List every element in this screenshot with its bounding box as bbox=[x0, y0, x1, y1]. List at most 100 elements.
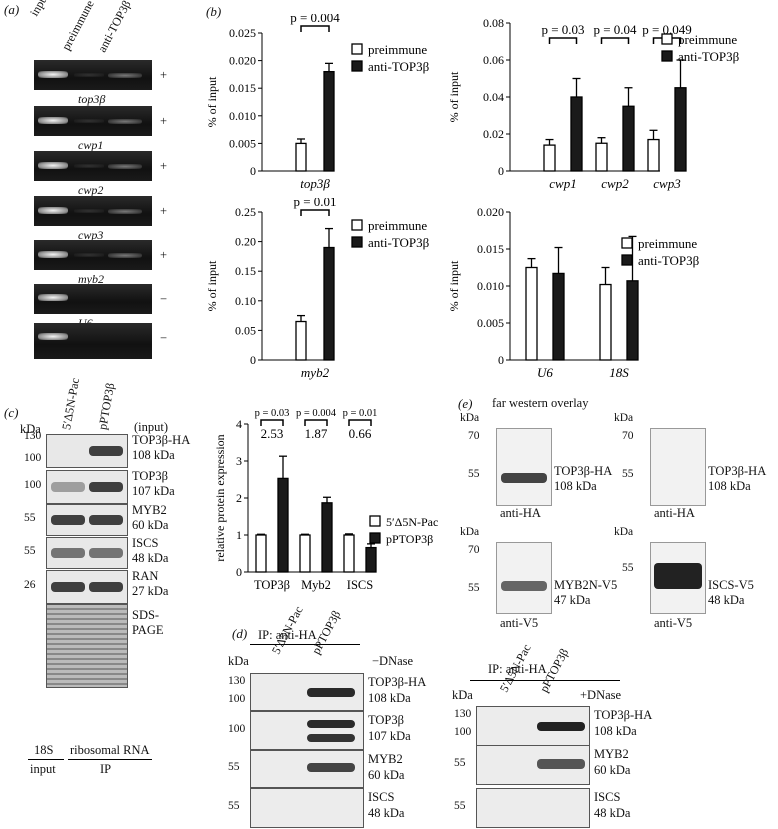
p-value-label: p = 0.01 bbox=[343, 408, 378, 419]
blot-band bbox=[537, 759, 585, 769]
category-label: cwp1 bbox=[549, 176, 576, 191]
bar-treated bbox=[626, 280, 639, 361]
gel-band-preimmune bbox=[74, 253, 104, 257]
y-tick-label: 0.25 bbox=[235, 205, 256, 219]
marker-kda: 100 bbox=[24, 452, 42, 464]
category-label: 18S bbox=[609, 365, 629, 380]
western-blot bbox=[46, 604, 128, 688]
marker-kda: 55 bbox=[622, 468, 634, 480]
protein-label: TOP3β-HA bbox=[594, 708, 653, 722]
y-tick-label: 0.06 bbox=[483, 53, 504, 67]
y-tick-label: 2 bbox=[236, 491, 242, 505]
gel-band-preimmune bbox=[74, 119, 104, 123]
western-blot bbox=[250, 711, 364, 750]
blot-band bbox=[89, 548, 123, 558]
y-tick-label: 0.10 bbox=[235, 294, 256, 308]
protein-size: 108 kDa bbox=[708, 479, 751, 493]
e-title: far western overlay bbox=[492, 396, 589, 410]
gel-band-input bbox=[38, 251, 68, 258]
marker-kda: 55 bbox=[622, 562, 634, 574]
gel-band-input bbox=[38, 294, 68, 301]
gel-image bbox=[34, 323, 152, 359]
bar-treated bbox=[674, 87, 687, 172]
gel-sign: + bbox=[160, 248, 168, 262]
marker-kda: 100 bbox=[228, 693, 246, 705]
category-label: myb2 bbox=[301, 365, 330, 380]
panel-e-label: (e) bbox=[458, 396, 473, 411]
legend-swatch bbox=[351, 219, 363, 231]
y-tick-label: 0 bbox=[250, 353, 256, 367]
blot-band bbox=[51, 548, 85, 558]
marker-kda: 26 bbox=[24, 579, 36, 591]
lane-label-c-pac: 5′Δ5N-Pac bbox=[59, 376, 83, 431]
y-tick-label: 0.010 bbox=[229, 109, 256, 123]
significance-bracket bbox=[300, 209, 330, 216]
bar-treated bbox=[622, 105, 635, 172]
western-blot bbox=[46, 470, 128, 504]
blot-band bbox=[307, 734, 355, 742]
gel-band-anti bbox=[108, 73, 142, 78]
antibody-label: anti-V5 bbox=[654, 616, 693, 630]
chart-b2: 0 0.02 0.04 0.06 0.08 % of input cwp1 p = 0.03 c… bbox=[447, 16, 740, 191]
y-axis-label: % of input bbox=[447, 71, 461, 122]
western-blot bbox=[250, 750, 364, 788]
antibody-label: anti-V5 bbox=[500, 616, 539, 630]
panel-d-label: (d) bbox=[232, 626, 248, 641]
y-tick-label: 0.015 bbox=[229, 81, 256, 95]
marker-kda: 55 bbox=[24, 512, 36, 524]
antibody-label: anti-HA bbox=[654, 506, 695, 520]
blot-band bbox=[307, 688, 355, 697]
e-kda: kDa bbox=[614, 526, 634, 538]
panel-b-label: (b) bbox=[206, 4, 222, 19]
protein-label: RAN bbox=[132, 569, 159, 583]
bar-control bbox=[295, 320, 307, 361]
protein-size: 60 kDa bbox=[368, 768, 405, 782]
y-axis-label: % of input bbox=[447, 260, 461, 311]
legend-swatch bbox=[369, 515, 381, 527]
marker-kda: 55 bbox=[454, 757, 466, 769]
gel-image bbox=[34, 284, 152, 314]
y-tick-label: 4 bbox=[236, 417, 242, 431]
marker-kda: 55 bbox=[468, 582, 480, 594]
marker-kda: 55 bbox=[228, 800, 240, 812]
chart-c-protein-expression: 0 1 2 3 4 relative protein expression TOP3β p =… bbox=[213, 408, 438, 592]
legend-swatch bbox=[351, 236, 363, 248]
gel-image bbox=[34, 106, 152, 136]
label-ip: IP bbox=[100, 762, 112, 776]
protein-size: 48 kDa bbox=[708, 593, 745, 607]
category-label: top3β bbox=[300, 176, 330, 191]
gel-sign: − bbox=[160, 331, 168, 345]
y-tick-label: 0 bbox=[498, 164, 504, 178]
legend-swatch bbox=[661, 50, 673, 62]
far-western-blot bbox=[650, 428, 706, 506]
y-tick-label: 1 bbox=[236, 528, 242, 542]
bar-control bbox=[255, 534, 267, 573]
blot-band bbox=[89, 446, 123, 456]
blot-band bbox=[51, 446, 85, 456]
significance-bracket bbox=[300, 25, 330, 32]
legend-swatch bbox=[661, 33, 673, 45]
protein-size: 108 kDa bbox=[132, 448, 175, 462]
gene-label: top3β bbox=[78, 92, 106, 106]
lane-label-c-pptop3b: pPTOP3β bbox=[95, 381, 118, 431]
lane-label-input: input bbox=[27, 0, 52, 19]
y-tick-label: 0.020 bbox=[229, 54, 256, 68]
legend-label: preimmune bbox=[368, 218, 427, 233]
protein-label: ISCS bbox=[132, 536, 159, 550]
gel-band-anti bbox=[108, 119, 142, 124]
gel-band-input bbox=[38, 117, 68, 124]
gel-band-preimmune bbox=[74, 209, 104, 213]
legend-label: preimmune bbox=[678, 32, 737, 47]
marker-kda: 130 bbox=[24, 430, 42, 442]
marker-kda: 55 bbox=[468, 468, 480, 480]
panel-a-label: (a) bbox=[4, 2, 20, 17]
protein-label: ISCS bbox=[594, 790, 621, 804]
label-input: input bbox=[30, 762, 56, 776]
gel-band-input bbox=[38, 207, 68, 214]
p-value-label: p = 0.03 bbox=[541, 22, 584, 37]
western-blot bbox=[476, 788, 590, 828]
legend-swatch bbox=[369, 532, 381, 544]
y-tick-label: 0.04 bbox=[483, 90, 504, 104]
bar-treated bbox=[552, 272, 565, 361]
bar-control bbox=[299, 534, 311, 573]
